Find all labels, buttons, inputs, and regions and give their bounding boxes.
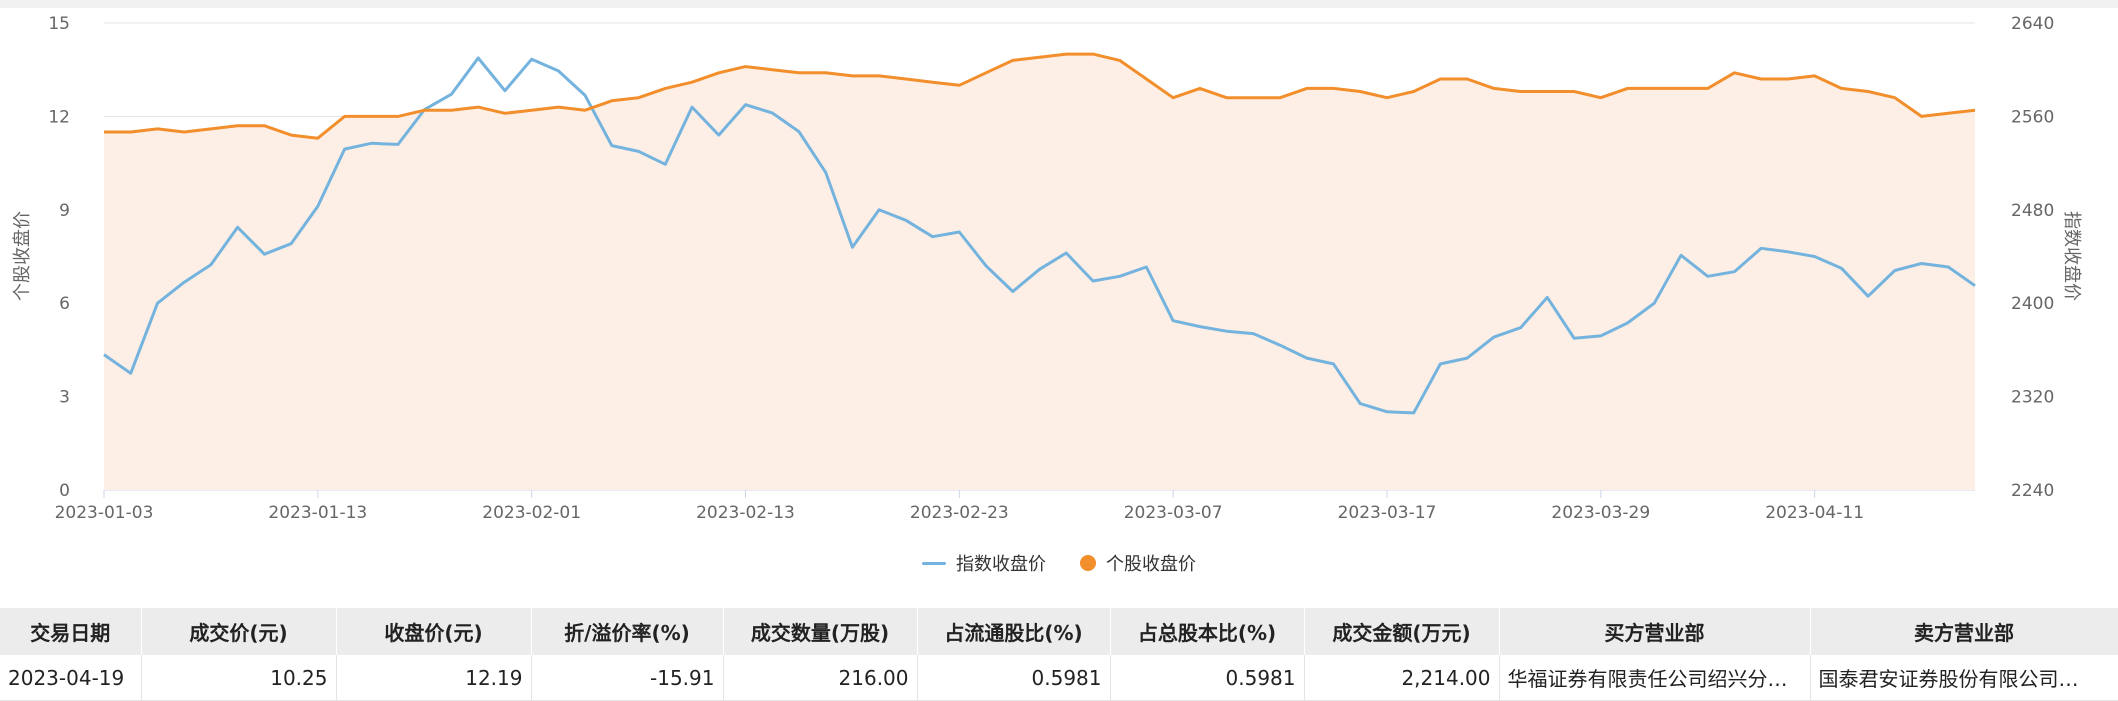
cell-amount: 2,214.00 — [1304, 655, 1500, 701]
y-right-tick-label: 2560 — [2011, 107, 2054, 127]
y-right-tick-label: 2320 — [2011, 388, 2054, 408]
x-tick-label: 2023-04-11 — [1765, 503, 1864, 523]
x-tick-label: 2023-02-01 — [482, 503, 581, 523]
x-tick-label: 2023-02-13 — [696, 503, 795, 523]
y-axis-right-title: 指数收盘价 — [2061, 211, 2082, 301]
cell-float-ratio: 0.5981 — [917, 655, 1111, 701]
series-lines — [103, 52, 1976, 415]
col-header-total-ratio[interactable]: 占总股本比(%) — [1110, 608, 1305, 655]
y-left-tick-label: 0 — [59, 481, 70, 501]
legend-dot-swatch — [1080, 555, 1096, 571]
col-header-trade-date[interactable]: 交易日期 — [0, 608, 142, 655]
cell-trade-date: 2023-04-19 — [0, 655, 142, 701]
price-chart: 0 3 6 9 12 15 2240 2320 2400 2480 2560 2640 2023-01-… — [12, 14, 2082, 523]
cell-total-ratio: 0.5981 — [1110, 655, 1305, 701]
cell-seller[interactable]: 国泰君安证券股份有限公司… — [1810, 655, 2118, 701]
axes: 0 3 6 9 12 15 2240 2320 2400 2480 2560 2640 2023-01-… — [48, 14, 2054, 523]
x-tick-label: 2023-01-03 — [55, 503, 154, 523]
y-left-tick-label: 15 — [48, 14, 70, 34]
y-right-tick-label: 2240 — [2011, 481, 2054, 501]
col-header-seller[interactable]: 卖方营业部 — [1810, 608, 2118, 655]
x-tick-label: 2023-03-29 — [1551, 503, 1650, 523]
x-tick-label: 2023-02-23 — [910, 503, 1009, 523]
cell-buyer[interactable]: 华福证券有限责任公司绍兴分… — [1499, 655, 1811, 701]
cell-volume: 216.00 — [723, 655, 918, 701]
legend-label-stock: 个股收盘价 — [1106, 554, 1196, 575]
x-tick-label: 2023-03-17 — [1338, 503, 1437, 523]
cell-deal-price: 10.25 — [141, 655, 337, 701]
chart-legend: 指数收盘价 个股收盘价 — [0, 548, 2118, 578]
y-left-tick-label: 3 — [59, 388, 70, 408]
legend-item-stock[interactable]: 个股收盘价 — [1080, 550, 1196, 576]
table-row: 2023-04-19 10.25 12.19 -15.91 216.00 0.5… — [0, 655, 2118, 701]
col-header-deal-price[interactable]: 成交价(元) — [141, 608, 337, 655]
y-left-tick-label: 9 — [59, 201, 70, 221]
top-strip — [0, 0, 2118, 8]
legend-line-swatch — [922, 561, 946, 565]
y-axis-left-title: 个股收盘价 — [12, 211, 33, 301]
stock-area — [104, 54, 1975, 491]
col-header-close-price[interactable]: 收盘价(元) — [336, 608, 532, 655]
col-header-buyer[interactable]: 买方营业部 — [1499, 608, 1811, 655]
stock-area-fill — [104, 54, 1975, 491]
legend-item-index[interactable]: 指数收盘价 — [922, 550, 1046, 576]
col-header-volume[interactable]: 成交数量(万股) — [723, 608, 918, 655]
stock-close-line — [104, 52, 1976, 140]
y-right-tick-label: 2640 — [2011, 14, 2054, 34]
y-left-tick-label: 6 — [59, 294, 70, 314]
legend-label-index: 指数收盘价 — [956, 554, 1046, 575]
table-header-row: 交易日期 成交价(元) 收盘价(元) 折/溢价率(%) 成交数量(万股) 占流通… — [0, 608, 2118, 655]
y-right-tick-label: 2480 — [2011, 201, 2054, 221]
col-header-premium-rate[interactable]: 折/溢价率(%) — [531, 608, 724, 655]
y-right-tick-label: 2400 — [2011, 294, 2054, 314]
index-close-line — [103, 56, 1976, 415]
block-trade-table: 交易日期 成交价(元) 收盘价(元) 折/溢价率(%) 成交数量(万股) 占流通… — [0, 608, 2118, 701]
y-left-tick-label: 12 — [48, 107, 70, 127]
x-tick-label: 2023-01-13 — [268, 503, 367, 523]
col-header-amount[interactable]: 成交金额(万元) — [1304, 608, 1500, 655]
cell-close-price: 12.19 — [336, 655, 532, 701]
x-tick-label: 2023-03-07 — [1124, 503, 1223, 523]
col-header-float-ratio[interactable]: 占流通股比(%) — [917, 608, 1111, 655]
cell-premium-rate: -15.91 — [531, 655, 724, 701]
